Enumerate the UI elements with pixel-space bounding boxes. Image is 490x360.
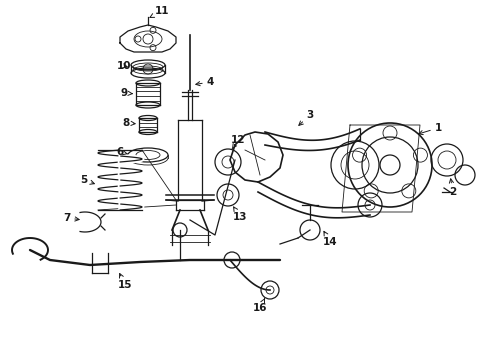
Text: 13: 13 [233,207,247,222]
Text: 1: 1 [418,123,441,135]
Text: 16: 16 [253,299,267,313]
Text: 7: 7 [63,213,79,223]
Text: 12: 12 [231,135,245,149]
Text: 5: 5 [80,175,95,185]
Text: 8: 8 [122,118,135,128]
Text: 10: 10 [117,61,131,71]
Text: 6: 6 [117,147,128,157]
Text: 14: 14 [323,231,337,247]
Text: 11: 11 [150,6,169,18]
Text: 9: 9 [121,88,132,98]
Text: 15: 15 [118,274,132,290]
Text: 3: 3 [299,110,314,125]
Text: 4: 4 [196,77,214,87]
Text: 2: 2 [449,179,457,197]
